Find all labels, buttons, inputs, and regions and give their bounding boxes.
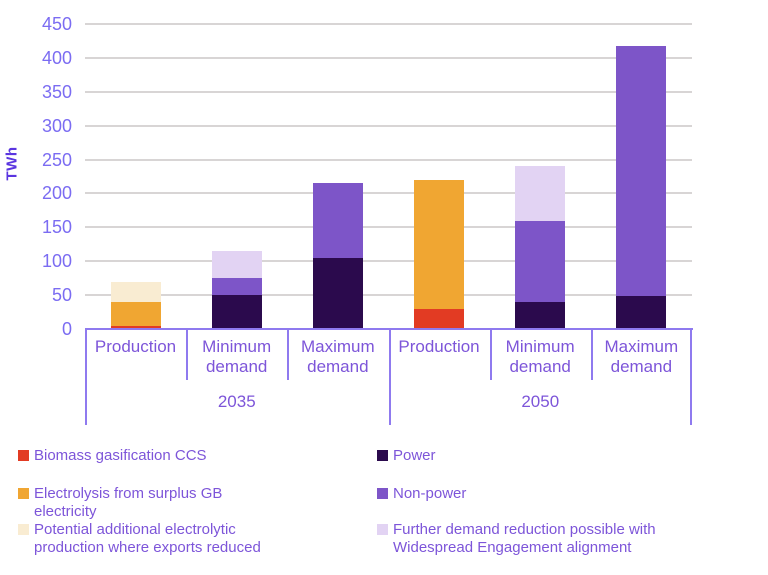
bar-segment	[110, 281, 161, 302]
x-axis-line	[85, 328, 693, 330]
category-label: Maximum demand	[300, 337, 375, 376]
legend-label: Potential additional electrolytic product…	[34, 521, 261, 556]
legend-swatch	[377, 488, 388, 499]
gridline	[85, 158, 692, 161]
y-tick-label: 50	[51, 285, 72, 306]
gridline	[85, 124, 692, 127]
bar-segment	[414, 179, 465, 309]
bar-segment	[616, 296, 667, 329]
y-tick-label: 450	[41, 14, 72, 34]
y-tick-label: 200	[41, 183, 72, 204]
bar-segment	[312, 183, 363, 258]
y-tick-label: 100	[41, 251, 72, 272]
bar-segment	[110, 325, 161, 329]
year-axis: 2035 2050	[85, 380, 692, 425]
bar-segment	[515, 166, 566, 221]
category-divider	[590, 330, 593, 380]
bar-segment	[515, 220, 566, 302]
legend-item: Non-power	[377, 485, 466, 503]
legend-swatch	[377, 450, 388, 461]
bar-segment	[110, 301, 161, 326]
y-tick-label: 300	[41, 115, 72, 136]
category-label: Production	[398, 337, 480, 356]
y-tick-label: 250	[41, 149, 72, 170]
legend-item: Biomass gasification CCS	[18, 447, 207, 465]
y-tick-label: 350	[41, 81, 72, 102]
group-divider	[85, 330, 87, 425]
bar-segment	[414, 308, 465, 329]
legend-item: Power	[377, 447, 436, 465]
bar-segment	[616, 45, 667, 297]
category-label: Minimum demand	[505, 337, 575, 376]
y-tick-label: 400	[41, 47, 72, 68]
gridline	[85, 56, 692, 59]
bar-segment	[211, 278, 262, 296]
category-label: Minimum demand	[202, 337, 272, 376]
category-label: Production	[94, 337, 177, 356]
group-divider	[690, 330, 692, 425]
legend-swatch	[18, 524, 29, 535]
legend-label: Power	[393, 447, 436, 464]
gridline	[85, 192, 692, 195]
bar-segment	[312, 257, 363, 329]
gridline	[85, 23, 692, 25]
legend-swatch	[18, 488, 29, 499]
legend-item: Electrolysis from surplus GB electricity	[18, 485, 222, 520]
legend-label: Electrolysis from surplus GB electricity	[34, 485, 223, 520]
legend-label: Biomass gasification CCS	[34, 447, 207, 464]
category-divider	[489, 330, 492, 380]
category-divider	[287, 330, 290, 380]
chart-legend: Biomass gasification CCS Electrolysis fro…	[0, 440, 768, 570]
category-divider	[186, 330, 189, 380]
legend-item: Further demand reduction possible with Wi…	[377, 521, 656, 556]
bar-segment	[211, 251, 262, 279]
gridline	[85, 226, 692, 229]
category-label: Maximum demand	[604, 337, 679, 376]
group-divider	[388, 330, 391, 425]
legend-swatch	[18, 450, 29, 461]
legend-item: Potential additional electrolytic product…	[18, 521, 261, 556]
legend-swatch	[377, 524, 388, 535]
year-label: 2035	[217, 392, 256, 411]
y-axis-ticks: 0 50 100 150 200 250 300 350 400 450	[0, 0, 72, 360]
gridline	[85, 90, 692, 93]
legend-label: Non-power	[393, 485, 467, 502]
y-tick-label: 150	[41, 217, 72, 238]
gridline	[85, 294, 692, 297]
legend-label: Further demand reduction possible with Wi…	[393, 521, 656, 556]
bar-segment	[515, 301, 566, 329]
bar-segment	[211, 295, 262, 329]
year-label: 2050	[521, 392, 560, 411]
plot-area	[85, 23, 692, 329]
category-axis: Production Minimum demand Maximum demand Pr…	[85, 330, 692, 425]
y-tick-label: 0	[61, 319, 72, 339]
gridline	[85, 260, 692, 263]
